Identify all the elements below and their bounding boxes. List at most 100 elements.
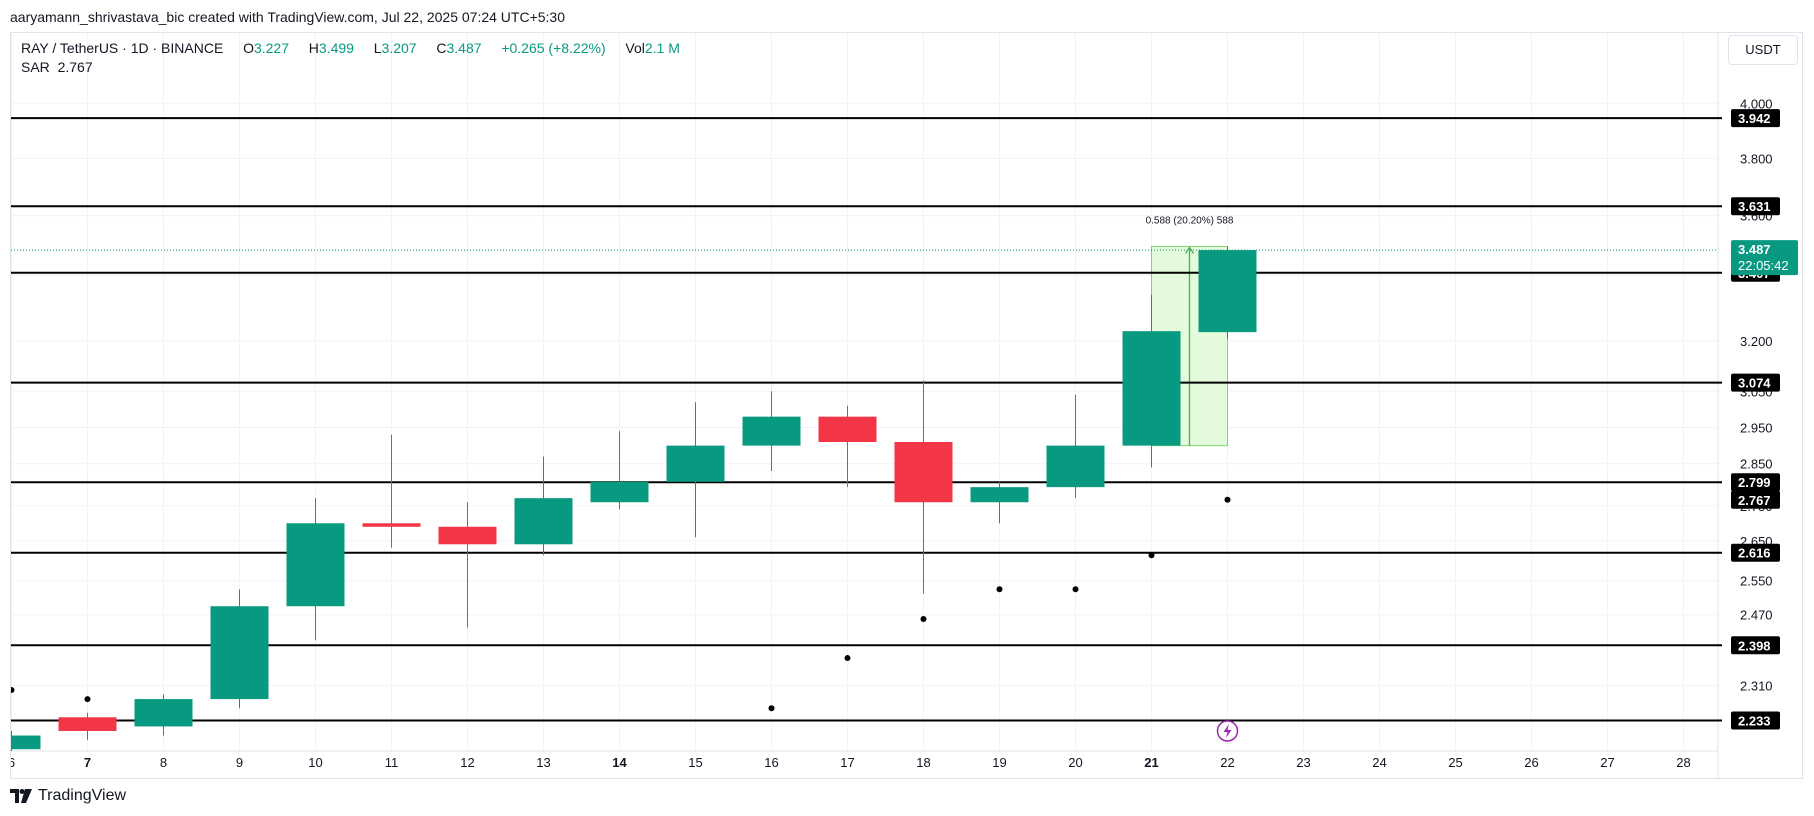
- price-level-label: 3.942: [1738, 111, 1771, 126]
- x-tick-label: 22: [1220, 755, 1234, 770]
- low-value: 3.207: [381, 40, 417, 56]
- price-level-box: [1731, 197, 1780, 216]
- x-tick-label: 18: [916, 755, 930, 770]
- candle-body: [1122, 331, 1181, 446]
- candle-body: [286, 523, 345, 607]
- bar-countdown-label: 22:05:42: [1738, 258, 1789, 273]
- candle-body: [1198, 250, 1257, 333]
- tradingview-logo-icon: [10, 789, 32, 803]
- y-tick-label: 2.950: [1740, 421, 1773, 436]
- price-level-box: [1731, 711, 1780, 730]
- close-label: C: [436, 40, 447, 56]
- candle-body: [818, 416, 877, 442]
- candle: [1122, 294, 1181, 468]
- price-level-box: [1731, 490, 1780, 509]
- x-tick-label: 12: [460, 755, 474, 770]
- candle: [894, 380, 953, 594]
- y-tick-label: 2.850: [1740, 457, 1773, 472]
- x-tick-label: 19: [992, 755, 1006, 770]
- sar-value: 2.767: [57, 59, 93, 75]
- candle: [438, 502, 497, 628]
- price-level-label: 2.398: [1738, 638, 1771, 653]
- sar-dot: [996, 586, 1003, 593]
- tradingview-logo-text: TradingView: [38, 787, 127, 804]
- sar-dot: [920, 615, 927, 622]
- sar-dot: [1224, 496, 1231, 503]
- open-label: O: [243, 40, 254, 56]
- currency-button[interactable]: USDT: [1728, 35, 1798, 65]
- candle: [134, 694, 193, 736]
- tradingview-logo[interactable]: TradingView: [10, 787, 126, 805]
- x-tick-label: 10: [308, 755, 322, 770]
- candle-body: [438, 526, 497, 545]
- candle: [970, 481, 1029, 524]
- current-price-box: [1731, 240, 1798, 276]
- candle-body: [970, 487, 1029, 503]
- price-level-box: [1731, 373, 1780, 392]
- candle-body: [1046, 445, 1105, 488]
- y-tick-label: 3.800: [1740, 151, 1773, 166]
- price-level-box: [1731, 109, 1780, 128]
- high-value: 3.499: [318, 40, 354, 56]
- y-tick-label: 4.000: [1740, 96, 1773, 111]
- volume-value: 2.1 M: [644, 40, 680, 56]
- symbol-legend: RAY / TetherUS · 1D · BINANCE O3.227 H3.…: [21, 40, 680, 56]
- candle-body: [514, 498, 573, 545]
- chart-attribution: aaryamann_shrivastava_bic created with T…: [10, 9, 566, 25]
- sar-label: SAR: [21, 59, 50, 75]
- candle: [286, 498, 345, 641]
- x-tick-label: 24: [1372, 755, 1386, 770]
- x-tick-label: 7: [84, 755, 91, 770]
- candle-body: [11, 735, 41, 750]
- x-tick-label: 20: [1068, 755, 1082, 770]
- candle: [58, 712, 117, 741]
- x-tick-label: 28: [1676, 755, 1690, 770]
- price-level-label: 3.631: [1738, 199, 1771, 214]
- candle-body: [894, 441, 953, 503]
- price-level-label: 3.074: [1738, 376, 1771, 391]
- y-tick-label: 3.200: [1740, 334, 1773, 349]
- x-tick-label: 21: [1144, 755, 1158, 770]
- candle-body: [742, 416, 801, 446]
- open-value: 3.227: [253, 40, 290, 56]
- price-level-box: [1731, 636, 1780, 655]
- low-label: L: [373, 40, 382, 56]
- x-tick-label: 17: [840, 755, 854, 770]
- price-level-label: 2.767: [1738, 493, 1771, 508]
- candle-body: [58, 717, 117, 731]
- sar-legend[interactable]: SAR 2.767: [21, 59, 93, 75]
- candle: [590, 431, 649, 510]
- price-level-box: [1731, 543, 1780, 562]
- sar-dot: [844, 655, 851, 662]
- x-tick-label: 27: [1600, 755, 1614, 770]
- candle-body: [134, 699, 193, 727]
- high-label: H: [308, 40, 319, 56]
- candle: [742, 391, 801, 471]
- sar-dot: [768, 705, 775, 712]
- candle: [11, 730, 41, 751]
- y-tick-label: 2.470: [1740, 608, 1773, 623]
- candle: [514, 456, 573, 556]
- candle: [818, 405, 877, 488]
- change-value: +0.265 (+8.22%): [501, 40, 606, 56]
- current-price-label: 3.487: [1738, 242, 1771, 257]
- x-tick-label: 13: [536, 755, 550, 770]
- symbol-name[interactable]: RAY / TetherUS · 1D · BINANCE: [21, 40, 224, 56]
- y-tick-label: 2.550: [1740, 574, 1773, 589]
- candle: [362, 434, 421, 548]
- price-level-label: 2.616: [1738, 546, 1771, 561]
- candle: [1046, 394, 1105, 499]
- candle-body: [590, 481, 649, 503]
- candle-body: [210, 606, 269, 700]
- candle: [1198, 246, 1257, 339]
- candle-body: [666, 445, 725, 482]
- price-level-box: [1731, 473, 1780, 492]
- price-level-label: 2.233: [1738, 714, 1771, 729]
- measure-label: 0.588 (20.20%) 588: [1146, 215, 1234, 226]
- sar-dot: [11, 686, 15, 693]
- x-tick-label: 16: [764, 755, 778, 770]
- x-tick-label: 6: [8, 755, 15, 770]
- x-tick-label: 14: [612, 755, 627, 770]
- x-tick-label: 26: [1524, 755, 1538, 770]
